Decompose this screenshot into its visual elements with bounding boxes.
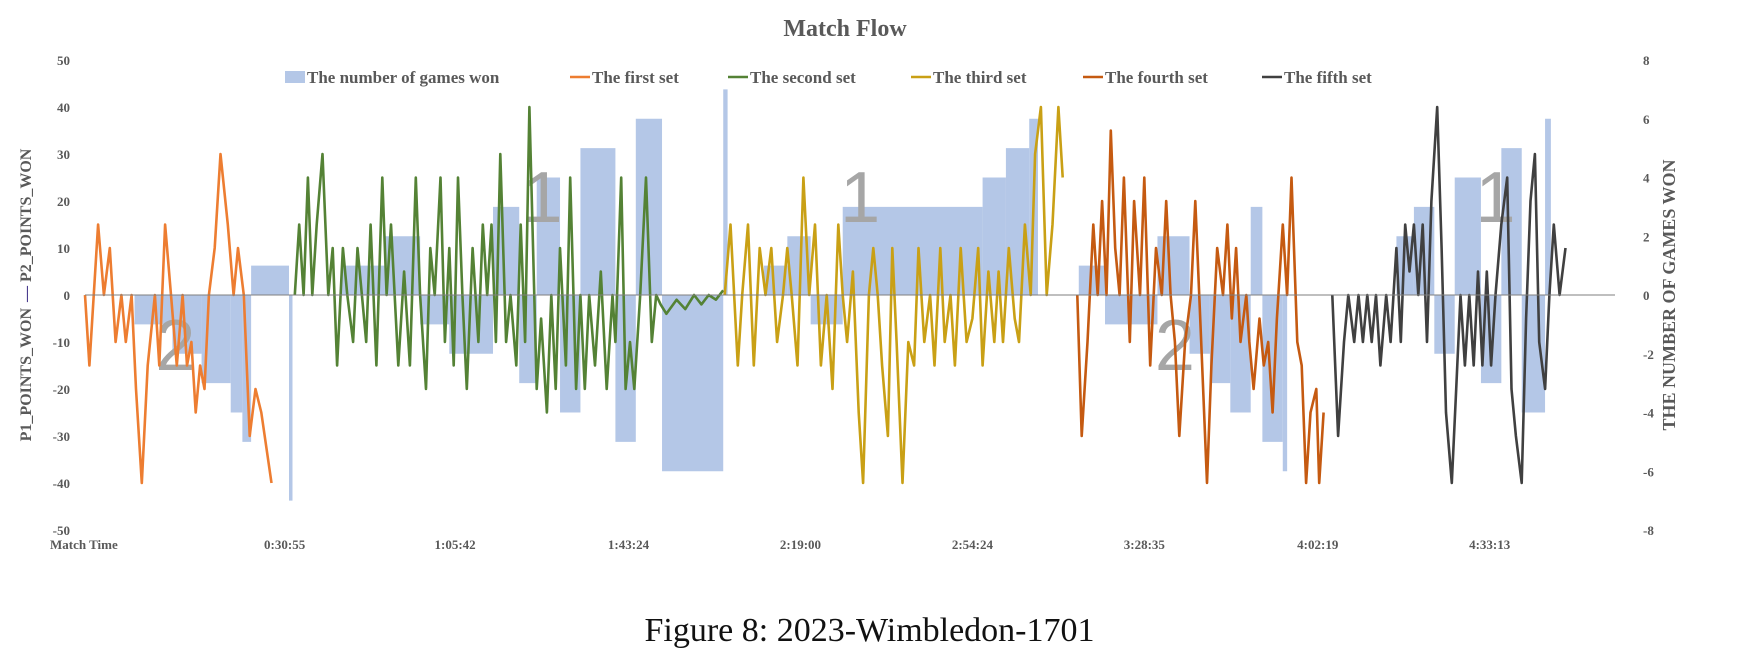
left-axis-label: P1_POINTS_WON — P2_POINTS_WON	[18, 148, 35, 441]
set-winner-annotations: 21 121	[155, 158, 1515, 386]
games-won-bar-3	[230, 295, 243, 413]
series-line-2	[293, 105, 725, 414]
chart-title: Match Flow	[783, 16, 907, 42]
left-axis-label-part-2: P2_POINTS_WON	[18, 148, 35, 282]
x-tick-label-6: 3:28:35	[1124, 537, 1166, 552]
left-tick-label-4: 10	[57, 241, 70, 256]
right-tick-label-6: -4	[1643, 406, 1654, 421]
games-won-bar-20	[723, 89, 728, 295]
games-won-bar-26	[982, 177, 1006, 295]
right-tick-label-3: 2	[1643, 229, 1650, 244]
games-won-bar-5	[251, 265, 289, 295]
set-winner-label-4: 1	[1475, 158, 1515, 238]
games-won-bar-16	[580, 148, 616, 295]
games-won-bar-47	[1545, 118, 1551, 295]
set-winner-label-2: 1	[840, 158, 880, 238]
right-tick-label-8: -8	[1643, 523, 1654, 538]
games-won-bar-14	[536, 177, 561, 295]
x-tick-label-5: 2:54:24	[952, 537, 994, 552]
left-tick-label-0: 50	[57, 53, 70, 68]
right-axis-label: THE NUMBER OF GAMES WON	[1659, 159, 1679, 430]
right-tick-label-2: 4	[1643, 171, 1650, 186]
legend-label-0: The number of games won	[307, 68, 500, 87]
right-tick-label-4: 0	[1643, 288, 1650, 303]
legend-label-4: The fourth set	[1105, 68, 1208, 87]
legend: The number of games won The first set The …	[285, 68, 1372, 87]
axes: 50403020100-10-20-30-40-5086420-2-4-6-8M…	[18, 53, 1679, 552]
legend-label-1: The first set	[592, 68, 679, 87]
right-tick-label-7: -6	[1643, 464, 1654, 479]
right-tick-label-1: 6	[1643, 112, 1650, 127]
left-tick-label-8: -30	[53, 429, 70, 444]
right-tick-label-5: -2	[1643, 347, 1654, 362]
games-won-bar-37	[1262, 295, 1283, 442]
left-axis-label-part-1: P1_POINTS_WON	[18, 308, 35, 442]
games-won-bar-6	[289, 295, 293, 501]
series-line-1	[83, 152, 273, 485]
left-axis-label-marker: —	[18, 285, 35, 303]
match-flow-chart: 21 121 50403020100-10-20-30-40-5086420-2-…	[18, 16, 1679, 552]
legend-label-2: The second set	[750, 68, 856, 87]
x-tick-label-4: 2:19:00	[780, 537, 821, 552]
figure-caption: Figure 8: 2023-Wimbledon-1701	[644, 612, 1095, 649]
x-tick-label-7: 4:02:19	[1297, 537, 1339, 552]
games-won-bar-23	[787, 236, 811, 295]
left-tick-label-5: 0	[64, 288, 71, 303]
games-won-bar-22	[764, 265, 788, 295]
legend-swatch-bar	[285, 71, 305, 83]
legend-label-5: The fifth set	[1284, 68, 1372, 87]
games-won-bar-40	[1396, 236, 1414, 295]
left-tick-label-6: -10	[53, 335, 70, 350]
x-tick-label-8: 4:33:13	[1469, 537, 1511, 552]
x-tick-label-2: 1:05:42	[435, 537, 476, 552]
series-line-4	[1076, 129, 1325, 485]
left-tick-label-10: -50	[53, 523, 70, 538]
games-won-bar-38	[1282, 295, 1288, 472]
series-line-5	[1331, 105, 1567, 485]
left-tick-label-9: -40	[53, 476, 70, 491]
right-tick-label-0: 8	[1643, 53, 1650, 68]
x-tick-label-0: Match Time	[50, 537, 118, 552]
left-tick-label-3: 20	[57, 194, 70, 209]
x-tick-label-1: 0:30:55	[264, 537, 306, 552]
games-won-bar-36	[1250, 206, 1263, 295]
left-tick-label-7: -20	[53, 382, 70, 397]
left-tick-label-2: 30	[57, 147, 70, 162]
left-tick-label-1: 40	[57, 100, 70, 115]
x-tick-label-3: 1:43:24	[608, 537, 650, 552]
legend-label-3: The third set	[933, 68, 1027, 87]
games-won-bar-19	[662, 295, 724, 472]
games-won-bar-27	[1005, 148, 1030, 295]
games-won-bar-35	[1230, 295, 1251, 413]
